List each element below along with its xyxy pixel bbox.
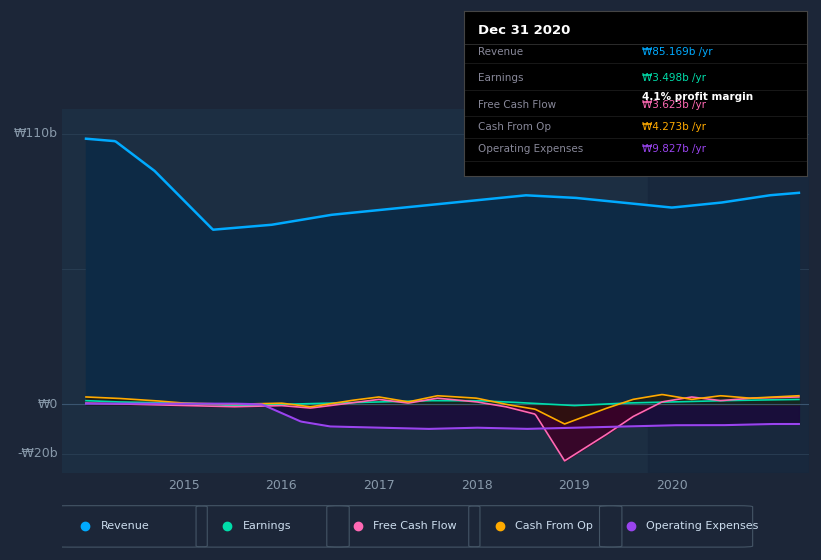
Text: ₩3.498b /yr: ₩3.498b /yr — [642, 73, 706, 83]
Text: ₩85.169b /yr: ₩85.169b /yr — [642, 46, 713, 57]
Text: ₩3.623b /yr: ₩3.623b /yr — [642, 100, 706, 110]
Text: Free Cash Flow: Free Cash Flow — [478, 100, 556, 110]
Text: ₩9.827b /yr: ₩9.827b /yr — [642, 144, 706, 154]
Text: Revenue: Revenue — [478, 46, 523, 57]
Bar — [648, 109, 809, 473]
Text: ₩110b: ₩110b — [14, 127, 57, 141]
Text: Earnings: Earnings — [478, 73, 523, 83]
Text: Earnings: Earnings — [242, 521, 291, 531]
Text: Dec 31 2020: Dec 31 2020 — [478, 25, 570, 38]
Text: Cash From Op: Cash From Op — [515, 521, 593, 531]
Text: ₩0: ₩0 — [38, 398, 57, 411]
Text: Free Cash Flow: Free Cash Flow — [373, 521, 456, 531]
Text: Operating Expenses: Operating Expenses — [646, 521, 758, 531]
Text: -₩20b: -₩20b — [17, 447, 57, 460]
Text: Cash From Op: Cash From Op — [478, 122, 551, 132]
Text: Operating Expenses: Operating Expenses — [478, 144, 583, 154]
Text: ₩4.273b /yr: ₩4.273b /yr — [642, 122, 706, 132]
Text: Revenue: Revenue — [100, 521, 149, 531]
Text: 4.1% profit margin: 4.1% profit margin — [642, 92, 754, 102]
